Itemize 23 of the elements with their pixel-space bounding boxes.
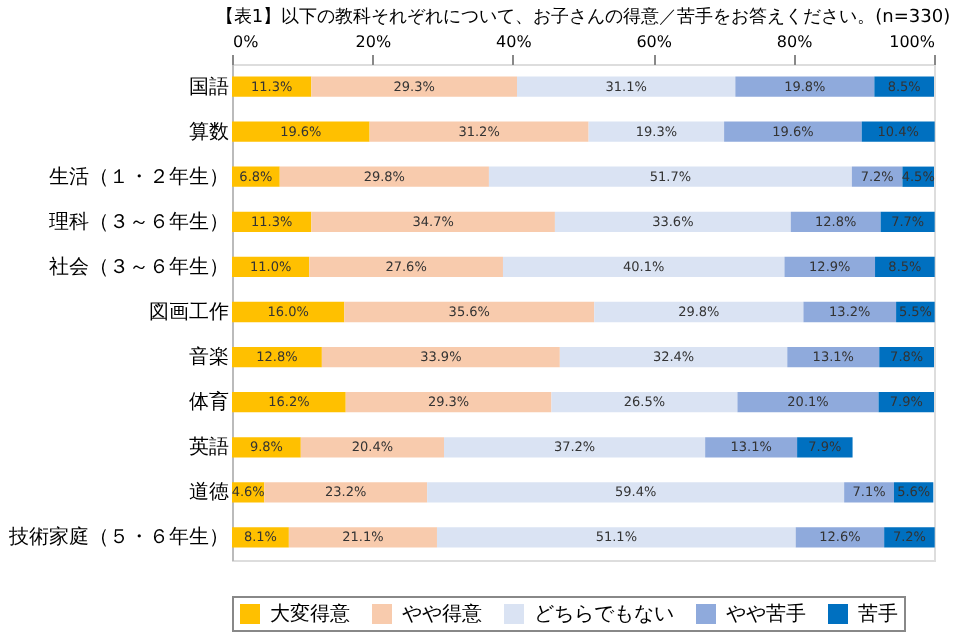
x-tick-label: 60% — [636, 33, 673, 51]
legend-label: どちらでもない — [534, 604, 674, 626]
y-tick-label: 体育 — [189, 390, 229, 415]
y-tick-label: 道徳 — [189, 480, 229, 505]
legend-label: 苦手 — [858, 602, 898, 626]
y-tick-label: 技術家庭（５・６年生） — [7, 525, 229, 550]
x-tick-label: 20% — [355, 33, 392, 51]
x-tick-label: 40% — [496, 33, 533, 51]
y-tick-label: 生活（１・２年生） — [49, 164, 229, 189]
x-tick-label: 100% — [889, 33, 936, 51]
y-tick-label: 英語 — [189, 435, 229, 460]
y-tick-label: 社会（３～６年生） — [49, 254, 229, 279]
y-tick-label: 国語 — [189, 74, 229, 99]
legend-label: やや得意 — [402, 602, 482, 626]
y-tick-label: 図画工作 — [149, 302, 229, 324]
legend-label: やや苦手 — [726, 602, 806, 626]
x-tick-label: 0% — [233, 33, 260, 51]
y-tick-label: 音楽 — [189, 345, 229, 370]
y-tick-label: 理科（３～６年生） — [49, 209, 229, 234]
legend-label: 大変得意 — [270, 602, 350, 626]
y-tick-label: 算数 — [189, 119, 229, 144]
x-tick-label: 80% — [776, 33, 814, 51]
chart-title: 【表1】以下の教科それぞれについて、お子さんの得意／苦手をお答えください。(n=330) — [215, 6, 951, 28]
